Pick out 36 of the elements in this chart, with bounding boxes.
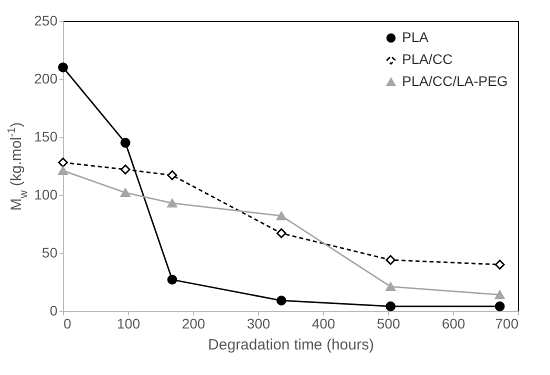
x-tick-label: 300 — [246, 316, 270, 332]
point — [276, 212, 286, 220]
y-tick-label: 200 — [34, 70, 58, 86]
point — [386, 255, 396, 265]
y-tick-label: 150 — [34, 128, 58, 144]
point — [58, 62, 68, 72]
point — [58, 158, 68, 168]
point — [120, 188, 130, 198]
point — [58, 166, 68, 176]
point — [386, 301, 396, 312]
point — [494, 260, 505, 270]
x-axis-title: Degradation time (hours) — [208, 336, 374, 354]
point — [276, 296, 286, 306]
point — [386, 282, 396, 292]
legend-label: PLA/CC — [402, 51, 453, 67]
legend-label: PLA — [402, 29, 430, 45]
x-tick-label: 700 — [495, 316, 519, 332]
legend-label: PLA/CC/LA-PEG — [402, 73, 508, 89]
x-tick-label: 500 — [376, 316, 400, 332]
x-tick-label: 0 — [64, 316, 72, 332]
point — [167, 198, 178, 208]
y-tick-label: 50 — [42, 244, 58, 260]
point — [494, 301, 505, 312]
point — [167, 274, 178, 285]
x-tick-label: 100 — [116, 316, 140, 332]
point — [120, 138, 130, 148]
x-tick-label: 200 — [182, 316, 206, 332]
point — [120, 164, 130, 174]
y-tick-label: 250 — [34, 12, 58, 28]
x-tick-label: 600 — [442, 316, 466, 332]
point — [167, 170, 178, 180]
x-tick-label: 400 — [312, 316, 336, 332]
point — [276, 228, 286, 238]
y-tick-label: 100 — [34, 186, 58, 202]
point — [494, 290, 505, 300]
y-tick-label: 0 — [50, 302, 58, 318]
